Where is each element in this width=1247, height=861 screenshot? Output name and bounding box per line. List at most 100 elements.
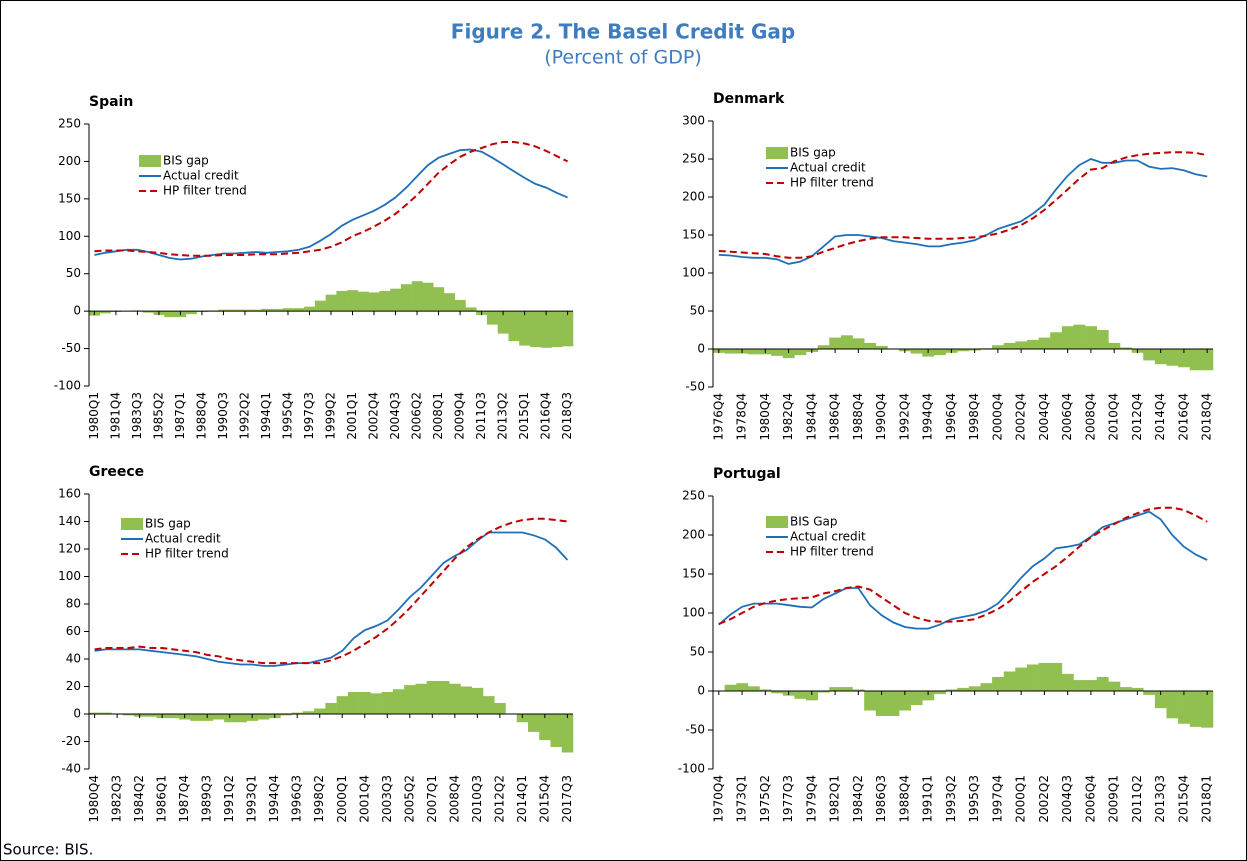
gap-bar	[840, 687, 853, 691]
x-tick-label: 1996Q4	[944, 393, 958, 441]
x-tick-label: 2002Q4	[1014, 393, 1028, 441]
x-tick-label: 1982Q3	[110, 775, 124, 823]
gap-bar	[1154, 691, 1167, 709]
x-tick-label: 1992Q4	[897, 393, 911, 441]
x-tick-label: 2001Q4	[357, 775, 371, 823]
gap-bar	[922, 691, 935, 701]
x-tick-label: 2002Q2	[1037, 775, 1051, 823]
x-tick-label: 2006Q4	[1060, 393, 1074, 441]
gap-bar	[1096, 676, 1109, 691]
series-line	[718, 510, 1208, 630]
gap-bar	[185, 311, 197, 315]
y-tick-label: 200	[682, 190, 705, 204]
figure-title: Figure 2. The Basel Credit Gap	[451, 20, 795, 44]
y-tick-label: 0	[73, 304, 81, 318]
gap-bar	[1073, 324, 1086, 349]
gap-bar	[875, 345, 888, 349]
x-tick-label: 2003Q3	[380, 775, 394, 823]
x-tick-label: 2013Q3	[1153, 775, 1167, 823]
x-tick-label: 1988Q4	[851, 393, 865, 441]
gap-bar	[99, 311, 111, 314]
gap-bar	[271, 308, 283, 312]
x-tick-label: 2016Q4	[1176, 393, 1190, 441]
gap-bar	[1061, 673, 1074, 691]
gap-bar	[368, 292, 380, 312]
gap-bar	[257, 714, 270, 720]
gap-bar	[280, 714, 292, 716]
y-tick-label: -100	[54, 379, 81, 393]
gap-bar	[392, 689, 405, 714]
gap-bar	[551, 311, 563, 348]
x-tick-label: 1991Q1	[921, 775, 935, 823]
gap-bar	[145, 714, 157, 717]
x-tick-label: 2000Q4	[990, 393, 1004, 441]
x-tick-label: 1984Q2	[851, 775, 865, 823]
x-tick-label: 1986Q4	[828, 393, 842, 441]
series-line	[718, 506, 1208, 625]
gap-bar	[562, 311, 574, 347]
gap-bar	[325, 703, 337, 714]
y-tick-label: -50	[685, 380, 705, 394]
x-tick-label: 1970Q4	[711, 775, 725, 823]
x-tick-label: 1984Q2	[132, 775, 146, 823]
y-tick-label: 150	[682, 228, 705, 242]
x-tick-label: 1994Q1	[259, 392, 273, 440]
gap-bar	[910, 349, 923, 354]
gap-bar	[527, 714, 540, 732]
x-tick-label: 2018Q4	[1200, 393, 1214, 441]
gap-bar	[957, 687, 970, 691]
x-tick-label: 1992Q2	[237, 392, 251, 440]
x-tick-label: 2017Q3	[560, 775, 574, 823]
x-tick-label: 1993Q2	[944, 775, 958, 823]
gap-bar	[759, 689, 772, 691]
gap-bar	[224, 714, 236, 723]
gap-bar	[736, 683, 749, 691]
y-tick-label: 200	[58, 154, 81, 168]
legend-label: BIS gap	[145, 517, 191, 531]
x-tick-label: 1982Q1	[828, 775, 842, 823]
x-tick-label: 1994Q4	[921, 393, 935, 441]
x-tick-label: 1987Q4	[177, 775, 191, 823]
gap-bar	[1003, 671, 1016, 691]
y-tick-label: -50	[61, 341, 81, 355]
x-tick-label: 1973Q1	[735, 775, 749, 823]
gap-bar	[875, 691, 888, 716]
gap-bar	[724, 684, 737, 691]
x-tick-label: 1979Q4	[804, 775, 818, 823]
x-tick-label: 1988Q4	[194, 392, 208, 440]
x-tick-label: 1991Q2	[222, 775, 236, 823]
gap-bar	[304, 306, 316, 312]
x-tick-label: 1981Q4	[108, 392, 122, 440]
y-tick-label: -20	[61, 734, 81, 748]
x-tick-label: 2006Q4	[1083, 775, 1097, 823]
x-tick-label: 1980Q4	[758, 393, 772, 441]
y-tick-label: 100	[682, 266, 705, 280]
gap-bar	[1050, 662, 1063, 691]
x-tick-label: 2004Q4	[1037, 393, 1051, 441]
panel-title: Spain	[89, 94, 133, 110]
x-tick-label: 1975Q2	[758, 775, 772, 823]
gap-bar	[1189, 691, 1202, 727]
gap-bar	[239, 309, 251, 312]
gap-bar	[910, 691, 923, 706]
gap-bar	[1026, 339, 1039, 349]
x-tick-label: 1998Q2	[312, 775, 326, 823]
x-tick-label: 2002Q4	[367, 392, 381, 440]
gap-bar	[336, 696, 349, 714]
y-tick-label: 160	[58, 487, 81, 501]
gap-bar	[771, 349, 784, 356]
gap-bar	[494, 703, 506, 714]
y-tick-label: 60	[66, 624, 81, 638]
y-tick-label: 250	[58, 117, 81, 131]
gap-bar	[817, 691, 830, 693]
gap-bar	[806, 691, 818, 701]
x-tick-label: 2018Q1	[1200, 775, 1214, 823]
x-tick-label: 1997Q4	[990, 775, 1004, 823]
gap-bar	[1108, 681, 1121, 691]
gap-bar	[411, 281, 423, 312]
gap-bar	[293, 308, 305, 312]
gap-bar	[314, 300, 326, 312]
x-tick-label: 1986Q3	[874, 775, 888, 823]
gap-bar	[1178, 349, 1191, 368]
x-tick-label: 2008Q4	[1083, 393, 1097, 441]
